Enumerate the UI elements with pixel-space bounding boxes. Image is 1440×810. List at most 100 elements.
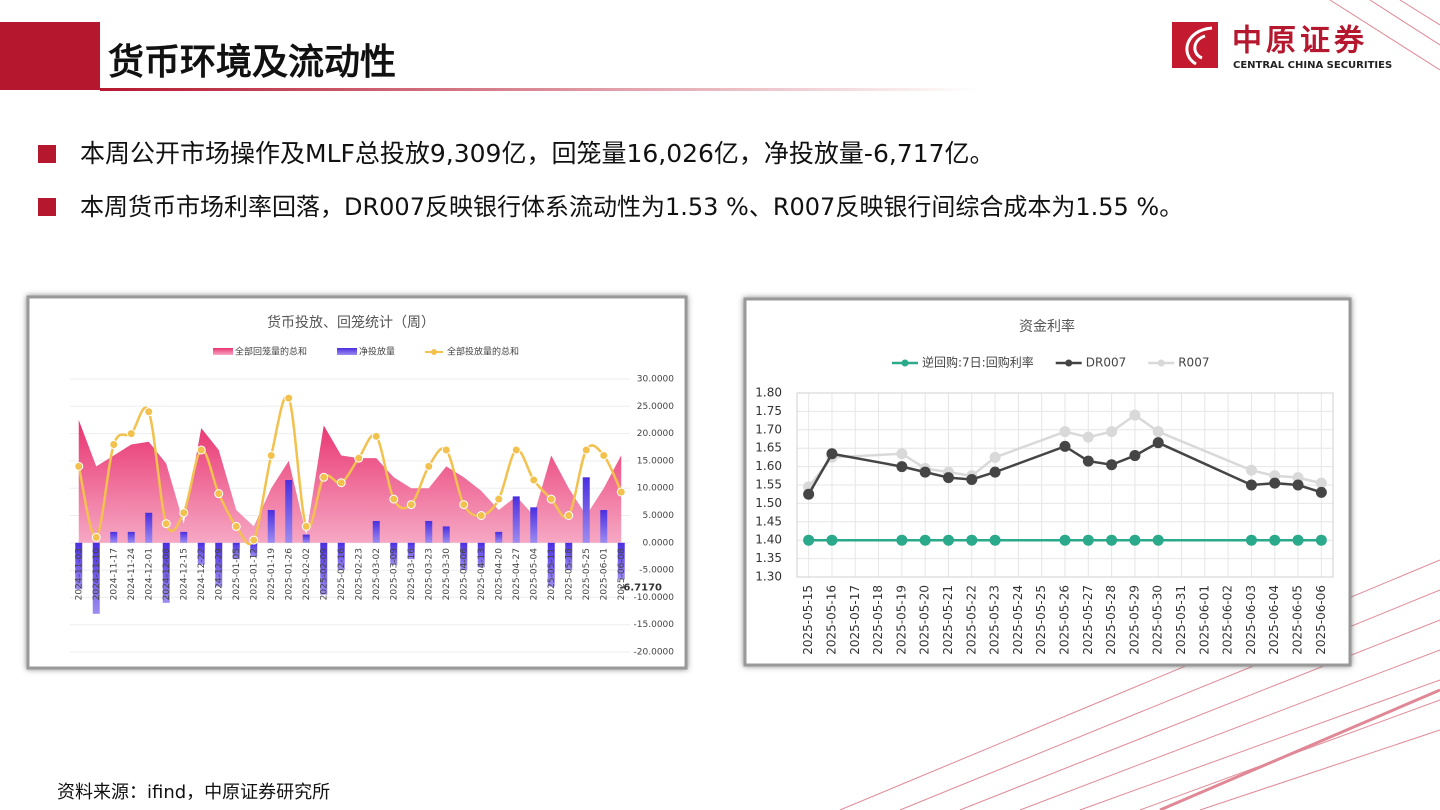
header-block <box>0 22 100 90</box>
bar <box>495 531 503 543</box>
y-tick-label: 0.0000 <box>643 538 675 548</box>
y-tick-label: -5.0000 <box>639 566 674 576</box>
line-marker <box>966 534 978 546</box>
line-marker <box>1245 464 1257 476</box>
y-tick-label: 25.0000 <box>637 402 674 412</box>
bar <box>285 480 293 543</box>
line-marker <box>966 473 978 485</box>
x-tick-label: 2025-06-05 <box>1291 585 1305 655</box>
y-tick-label: 1.65 <box>755 441 782 455</box>
line <box>807 441 1322 495</box>
bar <box>250 542 258 557</box>
line-marker <box>826 448 838 460</box>
line-marker <box>1059 534 1071 546</box>
bar <box>582 477 590 543</box>
x-tick-label: 2025-03-09 <box>389 548 399 601</box>
bar <box>425 520 433 543</box>
line-marker <box>1315 486 1327 498</box>
x-tick-label: 2025-03-30 <box>442 548 452 601</box>
bar <box>547 542 555 587</box>
x-tick-label: 2025-03-16 <box>407 548 417 601</box>
y-tick-label: -15.0000 <box>634 620 675 630</box>
x-tick-label: 2025-02-02 <box>302 548 312 600</box>
x-tick-label: 2025-05-26 <box>1058 585 1072 655</box>
bar <box>145 512 153 543</box>
legend-swatch <box>213 348 233 355</box>
y-tick-label: 10.0000 <box>637 484 674 494</box>
x-tick-label: 2025-02-16 <box>337 548 347 601</box>
x-tick-label: 2025-06-03 <box>1244 585 1258 655</box>
line-marker <box>301 521 311 531</box>
header-rule <box>100 88 980 91</box>
bar <box>75 542 83 590</box>
x-tick-label: 2025-05-31 <box>1174 585 1188 655</box>
x-tick-label: 2025-05-28 <box>1104 585 1118 655</box>
x-tick-label: 2024-11-10 <box>92 548 102 601</box>
bar <box>232 542 240 560</box>
x-tick-label: 2025-02-09 <box>319 548 329 601</box>
line-marker <box>1315 534 1327 546</box>
line-marker <box>284 393 294 403</box>
x-tick-label: 2024-12-01 <box>144 548 154 600</box>
line-marker <box>599 450 609 460</box>
line-marker <box>511 445 521 455</box>
y-tick-label: 1.75 <box>755 404 782 418</box>
line-marker <box>179 508 189 518</box>
x-tick-label: 2025-02-23 <box>354 548 364 600</box>
line-marker <box>942 472 954 484</box>
chart-title: 资金利率 <box>1019 318 1075 335</box>
line-marker <box>616 487 626 497</box>
x-tick-label: 2025-05-15 <box>801 585 815 655</box>
y-tick-label: 1.35 <box>755 551 782 565</box>
bar <box>442 526 450 543</box>
y-tick-label: 1.45 <box>755 514 782 528</box>
legend-swatch <box>1065 359 1073 367</box>
line-marker <box>581 445 591 455</box>
legend-label: 全部投放量的总和 <box>447 346 519 358</box>
x-tick-label: 2025-05-11 <box>547 548 557 600</box>
bar <box>92 542 100 614</box>
x-tick-label: 2025-06-02 <box>1221 585 1235 655</box>
line-marker <box>1082 534 1094 546</box>
line-marker <box>1269 477 1281 489</box>
bar <box>110 531 118 543</box>
legend-swatch <box>901 359 909 367</box>
x-tick-label: 2024-12-29 <box>214 548 224 601</box>
x-tick-label: 2025-06-06 <box>1314 585 1328 655</box>
logo: 中原证券 CENTRAL CHINA SECURITIES <box>1172 22 1392 71</box>
line-marker <box>989 466 1001 478</box>
line-marker <box>196 445 206 455</box>
line-marker <box>494 494 504 504</box>
bar <box>127 531 135 543</box>
bar <box>565 542 573 571</box>
legend-label: DR007 <box>1086 356 1126 370</box>
line-marker <box>1129 534 1141 546</box>
line-marker <box>249 535 259 545</box>
line-marker <box>406 500 416 510</box>
x-tick-label: 2025-06-01 <box>599 548 609 600</box>
line-marker <box>266 450 276 460</box>
bar <box>617 542 625 580</box>
x-tick-label: 2025-01-12 <box>249 548 259 600</box>
x-tick-label: 2025-05-04 <box>529 548 539 601</box>
y-tick-label: 1.30 <box>755 570 782 584</box>
y-tick-label: 1.80 <box>755 386 782 400</box>
line-marker <box>144 407 154 417</box>
line-marker <box>1152 437 1164 449</box>
x-tick-label: 2025-05-18 <box>564 548 574 601</box>
line-marker <box>424 461 434 471</box>
x-tick-label: 2025-06-04 <box>1267 585 1281 655</box>
y-tick-label: 1.60 <box>755 459 782 473</box>
x-tick-label: 2025-01-19 <box>267 548 277 601</box>
line-marker <box>564 511 574 520</box>
y-tick-label: 20.0000 <box>637 429 674 439</box>
x-tick-label: 2025-06-01 <box>1197 585 1211 655</box>
y-tick-label: 5.0000 <box>643 511 675 521</box>
bar <box>162 542 170 603</box>
legend-label: 全部回笼量的总和 <box>235 346 307 358</box>
plot-border <box>796 392 1334 578</box>
x-tick-label: 2025-05-25 <box>582 548 592 600</box>
x-tick-label: 2025-06-08 <box>617 548 627 601</box>
bar <box>215 542 223 587</box>
